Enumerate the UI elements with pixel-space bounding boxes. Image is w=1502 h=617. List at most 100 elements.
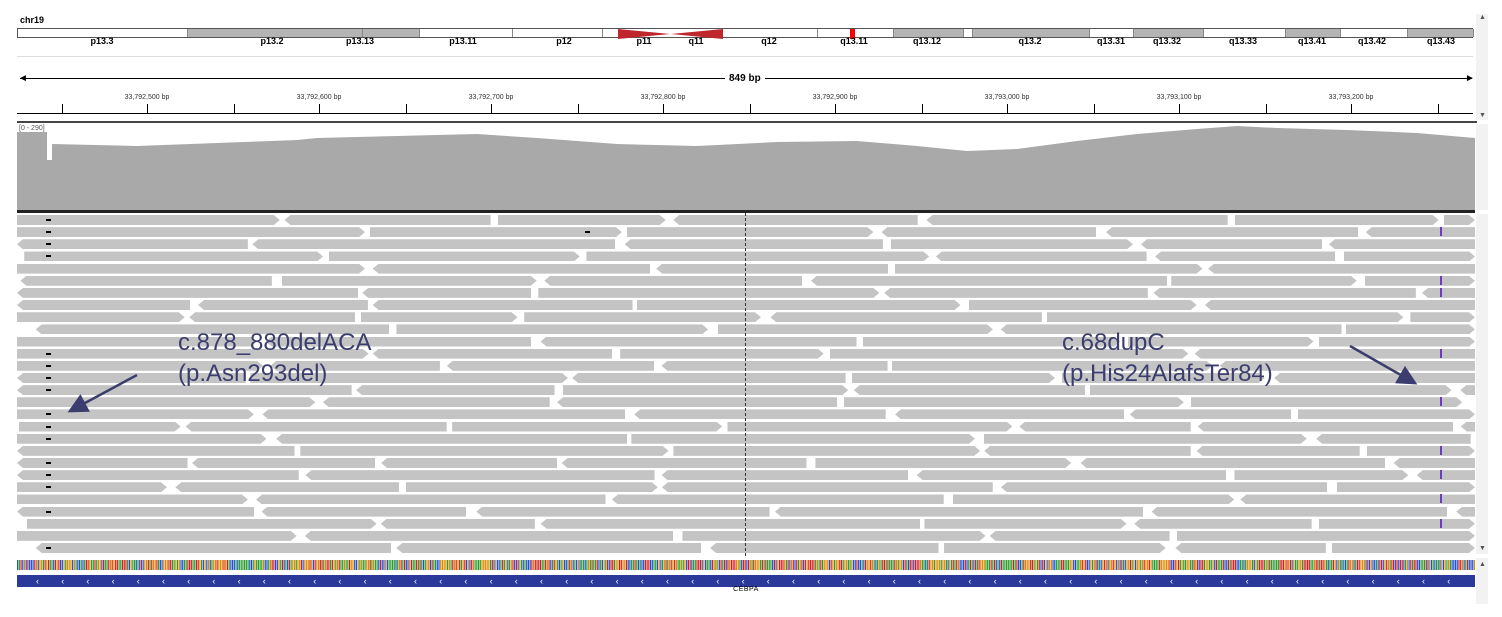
aligned-read[interactable] bbox=[1155, 251, 1336, 262]
aligned-read[interactable] bbox=[852, 373, 1055, 383]
aligned-read[interactable] bbox=[35, 324, 390, 335]
aligned-read[interactable] bbox=[544, 275, 803, 286]
coverage-scrollbar[interactable] bbox=[1476, 124, 1488, 210]
aligned-read[interactable] bbox=[17, 482, 167, 492]
aligned-read[interactable] bbox=[20, 275, 272, 286]
gene-track-cebpa[interactable] bbox=[17, 575, 1475, 587]
aligned-read[interactable] bbox=[372, 348, 613, 359]
aligned-read[interactable] bbox=[1175, 543, 1326, 554]
aligned-read[interactable] bbox=[446, 360, 655, 371]
aligned-read[interactable] bbox=[984, 445, 1191, 456]
aligned-read[interactable] bbox=[17, 470, 299, 481]
ideogram-band[interactable] bbox=[1408, 29, 1474, 37]
aligned-read[interactable] bbox=[624, 239, 883, 250]
aligned-read[interactable] bbox=[830, 349, 1189, 359]
aligned-read[interactable] bbox=[1080, 458, 1386, 468]
aligned-read[interactable] bbox=[24, 251, 323, 261]
aligned-read[interactable] bbox=[1421, 287, 1475, 298]
aligned-read[interactable] bbox=[1235, 215, 1439, 225]
aligned-read[interactable] bbox=[916, 470, 1227, 481]
ideogram-scrollbar[interactable] bbox=[1476, 14, 1488, 120]
aligned-read[interactable] bbox=[17, 458, 188, 468]
aligned-read[interactable] bbox=[1410, 312, 1475, 322]
scroll-up-icon[interactable]: ▲ bbox=[1479, 14, 1486, 21]
aligned-read[interactable] bbox=[810, 275, 1168, 286]
aligned-read[interactable] bbox=[396, 543, 702, 554]
aligned-read[interactable] bbox=[891, 239, 1133, 249]
ideogram-band[interactable] bbox=[818, 29, 894, 37]
aligned-read[interactable] bbox=[586, 251, 929, 261]
aligned-read[interactable] bbox=[262, 409, 626, 420]
chromosome-label[interactable]: chr19 bbox=[20, 15, 45, 25]
aligned-read[interactable] bbox=[370, 227, 622, 237]
aligned-read[interactable] bbox=[863, 337, 1120, 347]
aligned-read[interactable] bbox=[1444, 215, 1475, 225]
aligned-read[interactable] bbox=[17, 264, 365, 274]
aligned-read[interactable] bbox=[356, 385, 555, 396]
aligned-read[interactable] bbox=[1332, 543, 1475, 553]
aligned-read[interactable] bbox=[524, 312, 761, 322]
aligned-read[interactable] bbox=[1219, 360, 1475, 371]
ideogram-band[interactable] bbox=[973, 29, 1090, 37]
aligned-read[interactable] bbox=[396, 324, 708, 334]
aligned-read[interactable] bbox=[1000, 324, 1342, 335]
chromosome-ideogram[interactable] bbox=[17, 28, 1474, 39]
aligned-read[interactable] bbox=[637, 300, 961, 310]
ideogram-band[interactable] bbox=[964, 29, 973, 37]
aligned-read[interactable] bbox=[770, 312, 1042, 323]
aligned-read[interactable] bbox=[1367, 446, 1475, 456]
aligned-read[interactable] bbox=[673, 446, 980, 456]
aligned-read[interactable] bbox=[276, 433, 628, 444]
feature-scrollbar[interactable] bbox=[1476, 558, 1488, 604]
aligned-read[interactable] bbox=[1234, 470, 1408, 480]
aligned-read[interactable] bbox=[572, 372, 846, 383]
aligned-read[interactable] bbox=[656, 263, 889, 274]
aligned-read[interactable] bbox=[935, 251, 1147, 262]
aligned-read[interactable] bbox=[256, 494, 606, 505]
aligned-read[interactable] bbox=[452, 422, 722, 432]
aligned-read[interactable] bbox=[250, 373, 568, 383]
aligned-read[interactable] bbox=[329, 251, 580, 261]
aligned-read[interactable] bbox=[844, 397, 1184, 407]
aligned-read[interactable] bbox=[198, 300, 368, 311]
aligned-read[interactable] bbox=[634, 409, 886, 420]
aligned-read[interactable] bbox=[984, 434, 1307, 444]
aligned-read[interactable] bbox=[1365, 227, 1475, 238]
aligned-read[interactable] bbox=[1416, 470, 1475, 481]
ruler-track[interactable] bbox=[17, 56, 1473, 121]
aligned-read[interactable] bbox=[1019, 421, 1191, 432]
aligned-read[interactable] bbox=[774, 506, 1144, 517]
aligned-read[interactable] bbox=[381, 458, 557, 468]
aligned-read[interactable] bbox=[1319, 337, 1475, 347]
scroll-down-icon[interactable]: ▼ bbox=[1479, 545, 1486, 552]
aligned-read[interactable] bbox=[17, 312, 185, 322]
aligned-read[interactable] bbox=[631, 434, 975, 444]
aligned-read[interactable] bbox=[1171, 276, 1357, 286]
aligned-read[interactable] bbox=[1319, 519, 1475, 529]
aligned-read[interactable] bbox=[661, 360, 888, 371]
ideogram-band[interactable] bbox=[363, 29, 420, 37]
aligned-read[interactable] bbox=[710, 543, 939, 554]
aligned-read[interactable] bbox=[1337, 482, 1475, 492]
aligned-read[interactable] bbox=[35, 543, 392, 554]
aligned-read[interactable] bbox=[304, 530, 674, 541]
aligned-read[interactable] bbox=[17, 434, 266, 444]
aligned-read[interactable] bbox=[1153, 287, 1416, 298]
aligned-read[interactable] bbox=[557, 397, 838, 408]
aligned-read[interactable] bbox=[1105, 227, 1359, 238]
aligned-read[interactable] bbox=[1191, 397, 1462, 407]
aligned-read[interactable] bbox=[673, 215, 918, 225]
aligned-read[interactable] bbox=[853, 385, 1085, 396]
ideogram-band[interactable] bbox=[420, 29, 513, 37]
aligned-read[interactable] bbox=[17, 506, 255, 517]
aligned-read[interactable] bbox=[361, 312, 518, 322]
alignment-reads-track[interactable] bbox=[17, 213, 1475, 555]
aligned-read[interactable] bbox=[1197, 421, 1454, 432]
aligned-read[interactable] bbox=[627, 227, 873, 237]
aligned-read[interactable] bbox=[1000, 482, 1328, 493]
aligned-read[interactable] bbox=[17, 409, 254, 419]
aligned-read[interactable] bbox=[284, 215, 491, 225]
aligned-read[interactable] bbox=[17, 300, 191, 311]
aligned-read[interactable] bbox=[175, 482, 399, 493]
aligned-read[interactable] bbox=[17, 361, 263, 371]
